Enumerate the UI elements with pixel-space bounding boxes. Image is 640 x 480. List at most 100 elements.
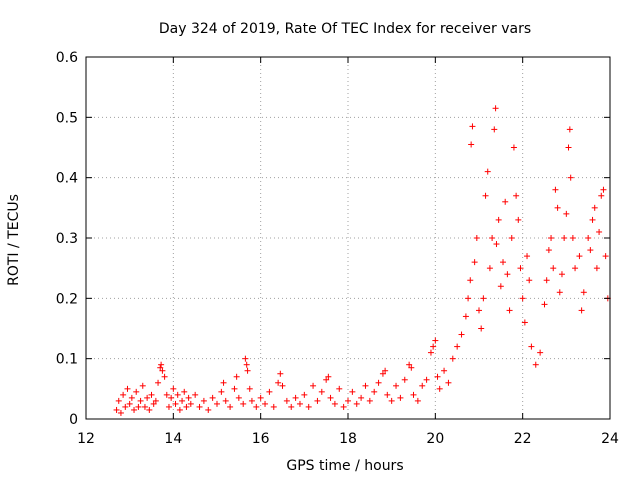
data-point <box>222 397 229 404</box>
data-point <box>410 391 417 398</box>
x-tick-label: 16 <box>252 431 270 447</box>
data-point <box>170 385 177 392</box>
data-point <box>331 400 338 407</box>
data-point <box>469 123 476 130</box>
data-point <box>441 367 448 374</box>
data-point <box>325 373 332 380</box>
data-point <box>491 126 498 133</box>
data-point <box>517 265 524 272</box>
data-point <box>504 271 511 278</box>
y-tick-label: 0.4 <box>56 171 78 187</box>
data-point <box>552 186 559 193</box>
data-point <box>478 325 485 332</box>
data-point <box>430 343 437 350</box>
data-point <box>126 400 133 407</box>
data-point <box>388 397 395 404</box>
grid-lines <box>86 57 610 419</box>
data-point <box>454 343 461 350</box>
data-point <box>205 406 212 413</box>
data-point <box>375 379 382 386</box>
data-point <box>240 400 247 407</box>
data-point <box>353 400 360 407</box>
data-point <box>157 364 164 371</box>
data-point <box>419 382 426 389</box>
data-point <box>593 265 600 272</box>
data-point <box>548 235 555 241</box>
data-point <box>510 144 517 151</box>
data-point <box>406 361 413 368</box>
data-point <box>220 379 227 386</box>
data-point <box>128 394 135 401</box>
data-point <box>427 349 434 356</box>
data-point <box>257 394 264 401</box>
data-point <box>181 388 188 395</box>
data-point <box>576 253 583 260</box>
data-point <box>445 379 452 386</box>
x-axis-label: GPS time / hours <box>286 458 403 474</box>
data-point <box>556 289 563 296</box>
data-point <box>242 355 249 362</box>
data-point <box>543 277 550 284</box>
data-point <box>492 105 499 112</box>
data-point <box>379 370 386 377</box>
data-point <box>468 141 475 148</box>
data-point <box>598 192 605 199</box>
data-point <box>528 343 535 350</box>
data-point <box>467 277 474 284</box>
data-point <box>131 406 138 413</box>
data-point <box>541 301 548 308</box>
data-point <box>144 394 151 401</box>
data-point <box>589 216 596 223</box>
data-point <box>243 361 250 368</box>
data-point <box>227 403 234 410</box>
data-point <box>283 397 290 404</box>
data-point <box>382 367 389 374</box>
data-point <box>585 235 592 241</box>
x-axis-ticks: 12 14 16 18 20 22 24 <box>77 57 619 447</box>
x-tick-label: 20 <box>426 431 444 447</box>
data-point <box>235 394 242 401</box>
data-point <box>508 235 515 241</box>
data-point <box>371 388 378 395</box>
data-point <box>340 403 347 410</box>
y-tick-label: 0 <box>69 412 78 428</box>
data-point <box>336 385 343 392</box>
data-point <box>163 391 170 398</box>
data-point <box>218 388 225 395</box>
y-axis-label: ROTI / TECUs <box>6 194 22 286</box>
data-point <box>587 247 594 254</box>
data-point <box>482 192 489 199</box>
data-point <box>473 235 480 241</box>
data-point <box>434 373 441 380</box>
data-point <box>310 382 317 389</box>
data-point <box>115 397 122 404</box>
data-point <box>179 397 186 404</box>
data-point <box>401 376 408 383</box>
data-point <box>318 388 325 395</box>
data-point <box>292 394 299 401</box>
data-point <box>515 216 522 223</box>
data-point <box>397 394 404 401</box>
data-point <box>362 382 369 389</box>
data-point <box>497 283 504 290</box>
data-point <box>349 388 356 395</box>
data-point <box>600 186 607 193</box>
data-point <box>462 313 469 320</box>
data-point <box>231 385 238 392</box>
data-point <box>135 403 142 410</box>
data-point <box>493 241 500 248</box>
y-tick-label: 0.2 <box>56 291 78 307</box>
data-point <box>141 403 148 410</box>
data-point <box>480 295 487 302</box>
data-points <box>113 105 611 416</box>
data-point <box>150 400 157 407</box>
data-point <box>200 397 207 404</box>
data-point <box>414 397 421 404</box>
data-point <box>545 247 552 254</box>
x-tick-label: 14 <box>164 431 182 447</box>
data-point <box>279 382 286 389</box>
data-point <box>519 295 526 302</box>
data-point <box>524 253 531 260</box>
data-point <box>161 373 168 380</box>
